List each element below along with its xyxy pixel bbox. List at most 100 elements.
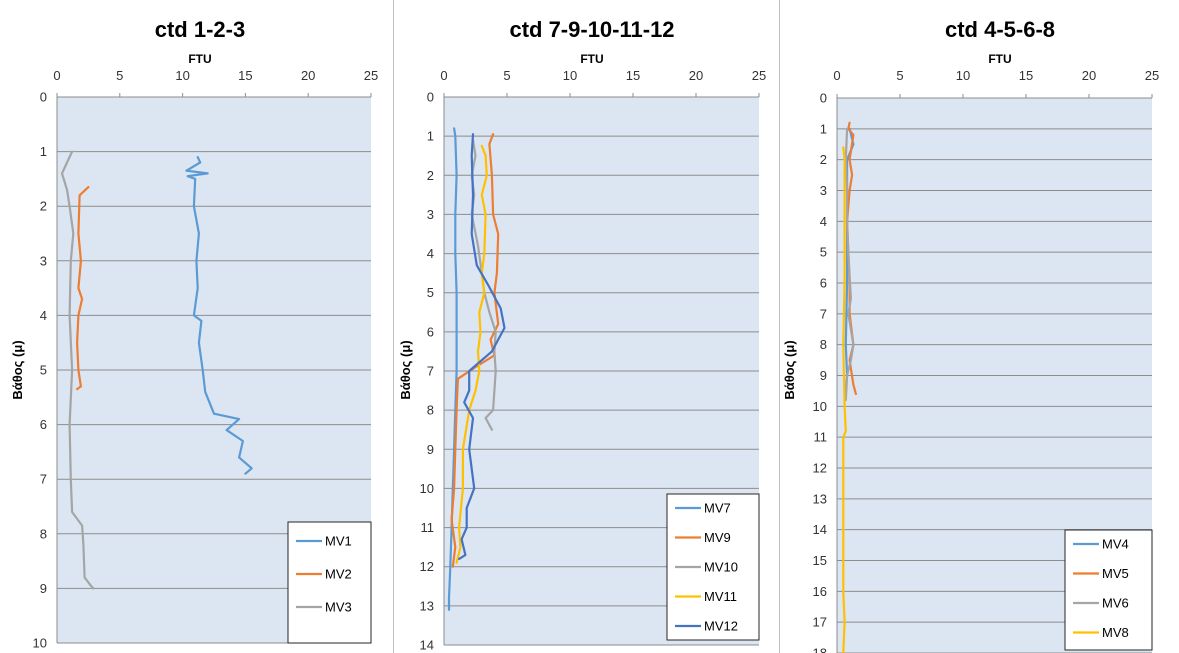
y-tick-label: 4: [40, 308, 47, 323]
y-tick-label: 6: [820, 276, 827, 291]
chart-svg-1: ctd 1-2-3 FTU 0 1 2 3 4 5 6 7 8 9 10 0 5 10 15 20 25 Βάθος …: [10, 17, 378, 651]
y-axis-label: Βάθος (μ): [398, 340, 413, 399]
y-tick-label: 11: [814, 430, 828, 445]
x-tick-label: 15: [1019, 68, 1033, 83]
legend-label: MV5: [1102, 566, 1129, 581]
x-tick-label: 20: [689, 68, 703, 83]
y-tick-label: 9: [820, 368, 827, 383]
y-tick-label: 10: [813, 399, 827, 414]
legend-label: MV6: [1102, 596, 1129, 611]
legend-label: MV1: [325, 534, 352, 549]
chart-title: ctd 4-5-6-8: [945, 17, 1055, 42]
legend-label: MV3: [325, 600, 352, 615]
chart-title: ctd 1-2-3: [155, 17, 245, 42]
series-line-mv3: [60, 150, 95, 590]
series-line-mv6: [844, 127, 855, 402]
x-tick-label: 20: [1082, 68, 1096, 83]
panel-divider: [393, 0, 394, 653]
y-tick-label: 9: [40, 581, 47, 596]
y-tick-label: 10: [420, 481, 434, 496]
y-tick-label: 16: [813, 584, 827, 599]
panel-divider: [779, 0, 780, 653]
x-tick-label: 15: [238, 68, 252, 83]
y-tick-label: 0: [820, 91, 827, 106]
x-tick-label: 15: [626, 68, 640, 83]
x-tick-label: 5: [503, 68, 510, 83]
y-tick-label: 8: [820, 337, 827, 352]
y-tick-label: 8: [40, 526, 47, 541]
y-tick-label: 13: [813, 491, 827, 506]
y-tick-label: 3: [820, 183, 827, 198]
y-tick-label: 4: [820, 214, 827, 229]
y-tick-label: 6: [427, 324, 434, 339]
y-tick-label: 18: [813, 646, 827, 653]
series-line-mv2: [75, 186, 90, 391]
y-tick-label: 12: [420, 559, 434, 574]
x-tick-label: 25: [1145, 68, 1159, 83]
y-tick-label: 8: [427, 403, 434, 418]
y-tick-label: 1: [820, 121, 827, 136]
y-tick-label: 12: [813, 461, 827, 476]
series-line-mv11: [455, 144, 488, 564]
x-tick-label: 0: [53, 68, 60, 83]
series-line-mv7: [447, 127, 458, 611]
legend-box: [1064, 529, 1153, 651]
y-tick-label: 9: [427, 442, 434, 457]
legend: MV4 MV5 MV6 MV8: [1064, 529, 1153, 651]
y-tick-label: 17: [813, 615, 827, 630]
x-tick-label: 0: [833, 68, 840, 83]
x-axis-label: FTU: [988, 52, 1011, 66]
legend-label: MV11: [704, 589, 737, 604]
chart-panel-1: ctd 1-2-3 FTU 0 1 2 3 4 5 6 7 8 9 10 0 5 10 15 20 25 Βάθος …: [0, 0, 393, 653]
y-tick-label: 7: [427, 364, 434, 379]
x-tick-label: 10: [956, 68, 970, 83]
y-tick-label: 1: [427, 129, 434, 144]
y-tick-label: 0: [427, 90, 434, 105]
legend-label: MV2: [325, 567, 352, 582]
chart-svg-2: ctd 7-9-10-11-12FTU012345678910111213140…: [398, 17, 766, 653]
x-tick-label: 25: [364, 68, 378, 83]
y-tick-label: 15: [813, 553, 827, 568]
x-tick-label: 10: [175, 68, 189, 83]
y-tick-label: 14: [420, 638, 434, 653]
chart-panel-3: ctd 4-5-6-8 FTU 0 1 2 3 4 5 6 7 8 9 10 11 12 13 14 15 16 17…: [780, 0, 1179, 653]
y-tick-label: 3: [427, 207, 434, 222]
x-tick-label: 5: [116, 68, 123, 83]
legend-label: MV7: [704, 501, 731, 516]
y-tick-label: 7: [40, 472, 47, 487]
y-tick-label: 2: [40, 199, 47, 214]
chart-svg-3: ctd 4-5-6-8FTU01234567891011121314151617…: [782, 17, 1159, 653]
x-tick-label: 25: [752, 68, 766, 83]
series-line-mv1: [185, 156, 253, 475]
y-tick-label: 7: [820, 306, 827, 321]
x-tick-label: 10: [563, 68, 577, 83]
y-tick-label: 6: [40, 417, 47, 432]
x-tick-label: 0: [440, 68, 447, 83]
y-tick-label: 11: [421, 520, 435, 535]
chart-panel-2: ctd 7-9-10-11-12 FTU 0 1 2 3 4 5 6 7 8 9 10 11 12 13 14 0…: [394, 0, 779, 653]
y-tick-label: 3: [40, 253, 47, 268]
x-axis-label: FTU: [580, 52, 603, 66]
y-tick-label: 5: [40, 363, 47, 378]
y-tick-label: 5: [427, 285, 434, 300]
y-tick-label: 13: [420, 598, 434, 613]
legend: MV1 MV2 MV3: [287, 521, 372, 644]
legend-label: MV4: [1102, 537, 1129, 552]
legend-box: [287, 521, 372, 644]
y-tick-label: 4: [427, 246, 434, 261]
y-tick-label: 2: [427, 168, 434, 183]
y-tick-label: 5: [820, 245, 827, 260]
x-axis-label: FTU: [188, 52, 211, 66]
y-axis-label: Βάθος (μ): [10, 340, 25, 399]
legend-label: MV12: [704, 619, 738, 634]
series-line-mv12: [457, 133, 506, 561]
legend-label: MV10: [704, 560, 738, 575]
legend: MV7 MV9 MV10 MV11 MV12: [666, 493, 760, 641]
series-line-mv9: [450, 133, 500, 568]
y-axis-label: Βάθος (μ): [782, 340, 797, 399]
y-tick-label: 14: [813, 522, 827, 537]
y-tick-label: 1: [40, 144, 47, 159]
legend-label: MV8: [1102, 625, 1129, 640]
legend-label: MV9: [704, 530, 731, 545]
x-tick-label: 5: [896, 68, 903, 83]
